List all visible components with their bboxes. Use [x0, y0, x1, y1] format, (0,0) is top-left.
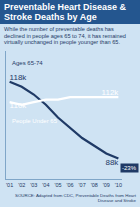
svg-text:People Under 65: People Under 65 — [12, 118, 58, 124]
html-text:Preventable Heart Disease & St: Preventable Heart Disease & Stroke Death… — [4, 2, 127, 22]
html-text:While the number of preventabl: While the number of preventable deaths h… — [4, 26, 126, 46]
svg-text:Ages 65-74: Ages 65-74 — [12, 60, 43, 66]
svg-text:'06: '06 — [66, 182, 73, 188]
svg-text:'02: '02 — [18, 182, 25, 188]
svg-text:118k: 118k — [10, 73, 28, 82]
svg-text:'05: '05 — [54, 182, 61, 188]
svg-text:110k: 110k — [10, 101, 28, 110]
svg-text:'07: '07 — [79, 182, 86, 188]
svg-text:'04: '04 — [42, 182, 49, 188]
svg-text:88k: 88k — [105, 158, 119, 167]
svg-text:112k: 112k — [102, 88, 120, 97]
svg-text:'08: '08 — [91, 182, 98, 188]
svg-text:'09: '09 — [103, 182, 110, 188]
svg-text:'01: '01 — [6, 182, 13, 188]
svg-text:'03: '03 — [30, 182, 37, 188]
svg-text:'10: '10 — [115, 182, 122, 188]
html-text:SOURCE: Adapted from CDC, Prev: SOURCE: Adapted from CDC, Preventable De… — [15, 193, 136, 203]
svg-text:-23%: -23% — [122, 165, 137, 171]
